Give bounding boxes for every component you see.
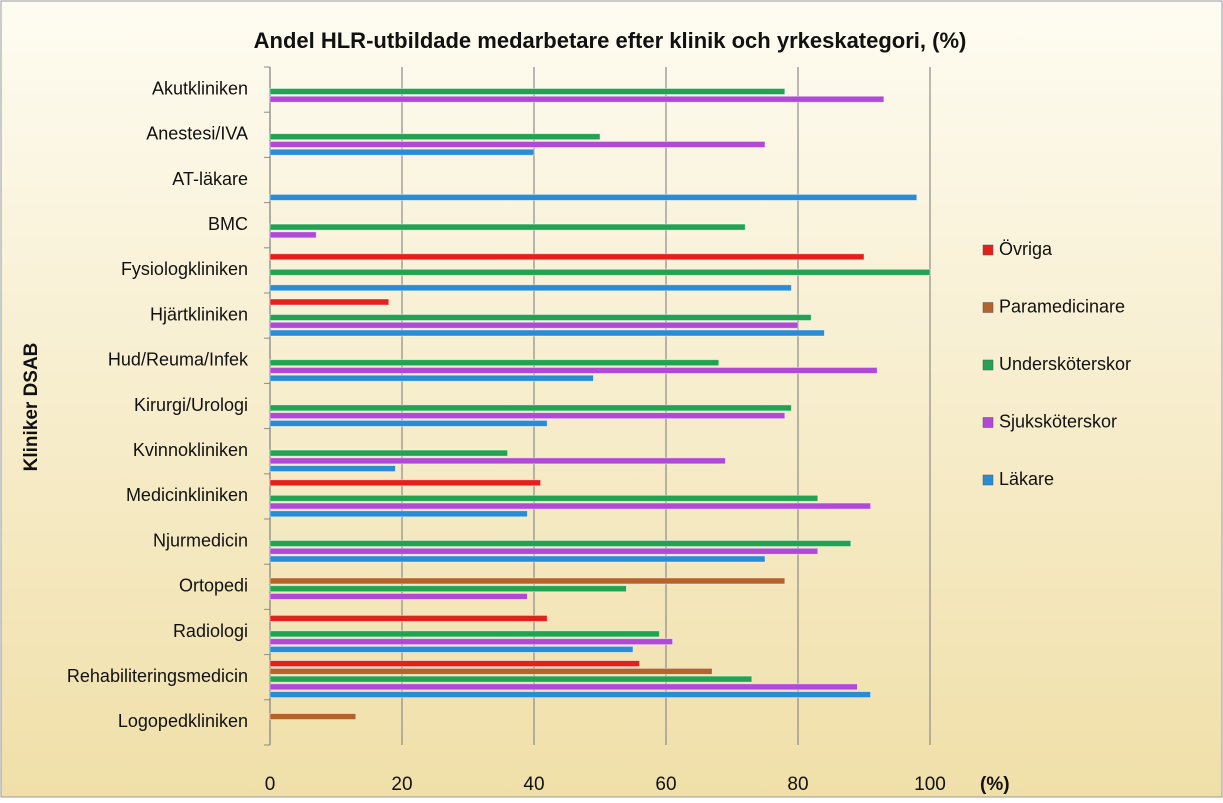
y-tick-label: Logopedkliniken [118,711,248,731]
x-tick-label: 80 [787,774,808,795]
bar [269,268,931,276]
bar [269,133,601,141]
legend-swatch [982,359,994,371]
bar [269,638,674,646]
legend-swatch [982,474,994,486]
bar [269,660,641,667]
x-axis-label: (%) [980,774,1010,795]
legend-label: Sjuksköterskor [999,411,1117,431]
bar [269,284,792,292]
y-tick-label: Hud/Reuma/Infek [108,350,249,370]
bar [269,615,548,622]
bar [269,675,753,683]
legend-label: Övriga [999,239,1053,259]
bar [269,585,627,593]
bar [269,713,357,720]
y-tick-label: Kvinnokliniken [133,440,248,460]
bar [269,465,396,473]
y-tick-label: Radiologi [173,621,248,641]
bar [269,298,390,306]
y-axis-label: Kliniker DSAB [21,343,42,472]
bar [269,148,535,156]
bar [269,547,819,555]
legend-swatch [982,302,994,313]
bar [269,329,825,337]
bar [269,412,786,420]
bar [269,479,542,487]
bar [269,253,865,261]
y-tick-label: Akutkliniken [152,78,248,98]
legend-label: Läkare [999,469,1054,489]
bar [269,374,594,382]
bar [269,88,786,95]
y-tick-label: BMC [208,214,248,234]
x-tick-label: 60 [655,774,676,795]
bar [269,630,660,638]
bar [269,667,713,675]
bar [269,404,792,412]
y-tick-label: Anestesi/IVA [146,124,248,144]
legend-swatch [982,417,994,428]
y-tick-label: Rehabiliteringsmedicin [67,666,248,686]
legend-label: Undersköterskor [999,354,1131,374]
legend-swatch [982,244,994,256]
bar [269,502,871,510]
bar [269,223,746,231]
bar [269,593,528,600]
bar [269,540,852,547]
x-tick-label: 20 [391,774,412,795]
bar [269,510,528,518]
chart-title: Andel HLR-utbildade medarbetare efter kl… [254,28,967,53]
bar [269,494,819,502]
x-tick-label: 100 [914,774,946,795]
legend-label: Paramedicinare [999,296,1125,316]
bar [269,314,812,321]
x-tick-label: 40 [523,774,544,795]
bar [269,359,720,367]
y-tick-label: AT-läkare [172,169,248,189]
y-tick-label: Kirurgi/Urologi [134,395,248,415]
bar [269,95,885,103]
bar [269,141,766,148]
bar [269,457,726,465]
bar [269,449,509,457]
y-tick-label: Fysiologkliniken [121,259,248,279]
bar [269,321,799,329]
bar [269,231,317,239]
bar [269,646,634,653]
bar [269,683,858,691]
y-tick-label: Medicinkliniken [126,485,248,505]
bar [269,691,871,698]
bar [269,193,918,201]
bar [269,419,548,427]
y-tick-label: Ortopedi [179,576,248,596]
bar [269,555,766,563]
y-tick-label: Hjärtkliniken [150,304,248,324]
x-tick-label: 0 [265,774,276,795]
y-tick-label: Njurmedicin [153,530,248,550]
bar [269,577,786,585]
bar [269,367,878,374]
